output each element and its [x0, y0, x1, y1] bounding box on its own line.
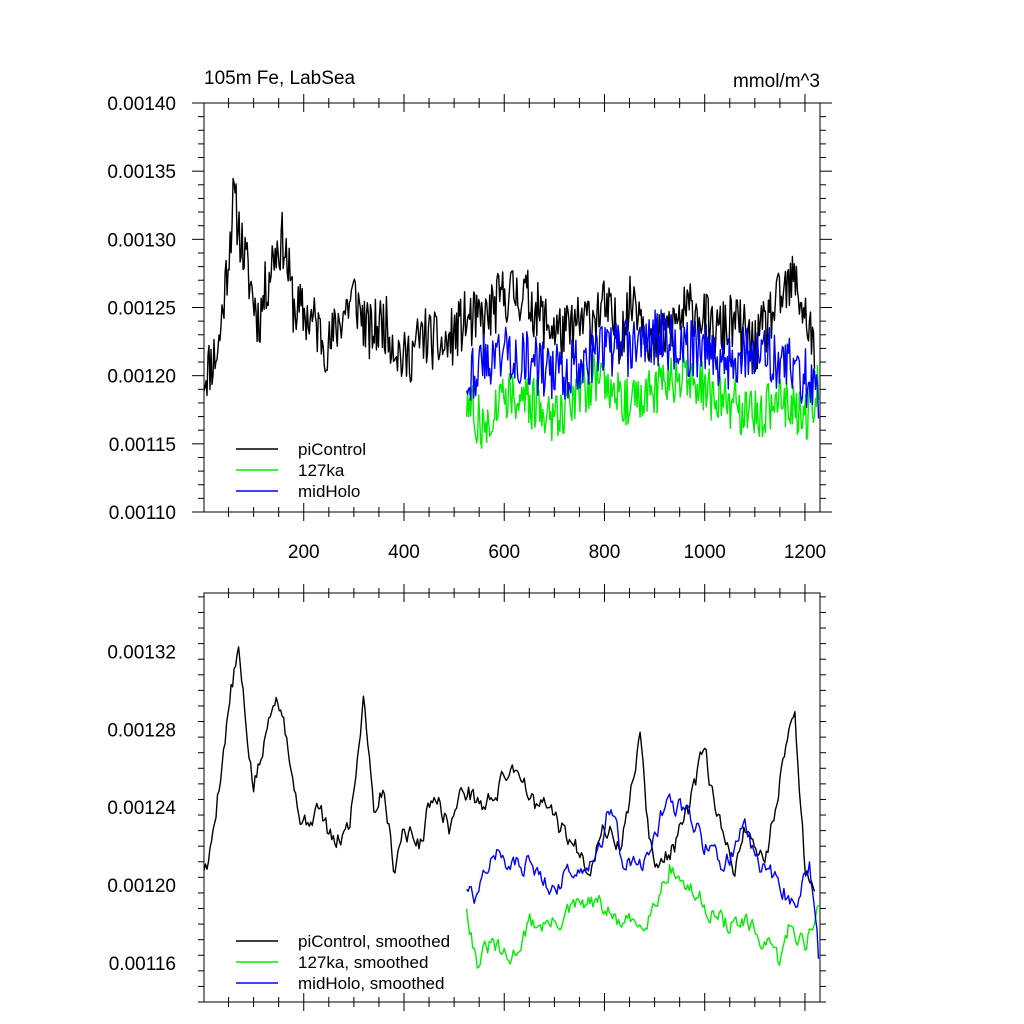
legend-label: midHolo, smoothed	[298, 974, 444, 993]
y-tick-label: 0.00130	[107, 230, 176, 251]
y-tick-label: 0.00125	[107, 299, 176, 320]
top-legend: piControl 127ka midHolo	[236, 440, 366, 501]
bottom-tick-labels: 0.00116 0.00120 0.00124 0.00128 0.00132	[107, 642, 176, 975]
bottom-panel: 0.00116 0.00120 0.00124 0.00128 0.00132 piCo…	[107, 584, 826, 1011]
y-tick-label: 0.00120	[107, 876, 176, 897]
x-tick-label: 200	[288, 542, 320, 563]
y-tick-label: 0.00132	[107, 642, 176, 663]
y-tick-label: 0.00115	[109, 435, 176, 456]
top-plot-lines	[203, 177, 820, 449]
bottom-series-line-1	[465, 864, 820, 969]
top-panel: 200 400 600 800 1000 1200 0.00110 0.00115 0.0012…	[107, 68, 832, 563]
legend-label: midHolo	[298, 482, 360, 501]
x-tick-label: 800	[589, 542, 621, 563]
y-tick-label: 0.00135	[107, 162, 176, 183]
y-tick-label: 0.00116	[109, 954, 176, 975]
x-tick-label: 600	[488, 542, 520, 563]
bottom-plot-lines	[203, 646, 820, 969]
x-tick-label: 400	[388, 542, 420, 563]
bottom-ticks	[198, 584, 826, 1011]
top-series-line-1	[465, 350, 820, 449]
legend-label: piControl, smoothed	[298, 932, 450, 951]
y-tick-label: 0.00128	[107, 720, 176, 741]
top-series-line-0	[203, 177, 816, 397]
y-tick-label: 0.00140	[107, 94, 176, 115]
bottom-legend: piControl, smoothed 127ka, smoothed midHol…	[236, 932, 450, 993]
y-tick-label: 0.00124	[107, 798, 176, 819]
top-series-line-2	[465, 309, 820, 419]
bottom-series-line-0	[203, 646, 816, 892]
bottom-plot-frame	[203, 592, 821, 1003]
bottom-series-line-2	[466, 793, 820, 959]
x-tick-label: 1200	[784, 542, 826, 563]
chart-title: 105m Fe, LabSea	[204, 68, 355, 89]
legend-label: 127ka, smoothed	[298, 953, 428, 972]
top-ticks	[192, 94, 832, 521]
units-label: mmol/m^3	[733, 71, 820, 92]
legend-label: piControl	[298, 440, 366, 459]
x-tick-label: 1000	[684, 542, 726, 563]
legend-label: 127ka	[298, 461, 345, 480]
top-plot-frame	[203, 102, 821, 513]
y-tick-label: 0.00110	[109, 503, 176, 524]
y-tick-label: 0.00120	[107, 367, 176, 388]
top-tick-labels: 200 400 600 800 1000 1200 0.00110 0.00115 0.0012…	[107, 94, 826, 563]
